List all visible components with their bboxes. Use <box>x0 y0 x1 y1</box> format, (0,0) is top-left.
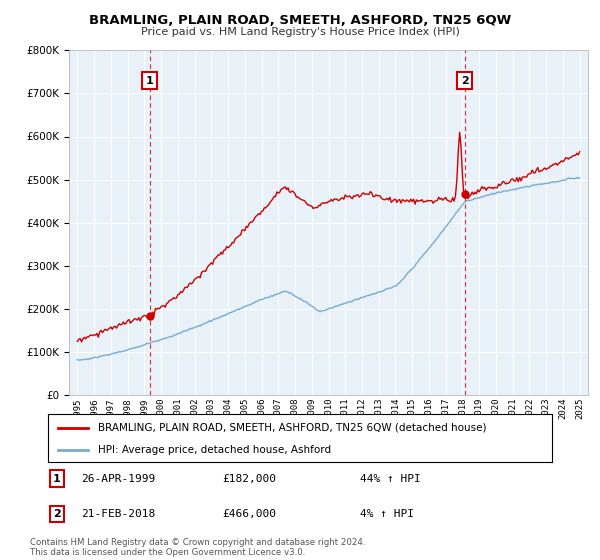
Text: 1: 1 <box>146 76 154 86</box>
Text: HPI: Average price, detached house, Ashford: HPI: Average price, detached house, Ashf… <box>98 445 332 455</box>
Text: 1: 1 <box>53 474 61 484</box>
Text: 26-APR-1999: 26-APR-1999 <box>81 474 155 484</box>
Text: Contains HM Land Registry data © Crown copyright and database right 2024.
This d: Contains HM Land Registry data © Crown c… <box>30 538 365 557</box>
Text: 2: 2 <box>53 509 61 519</box>
Text: BRAMLING, PLAIN ROAD, SMEETH, ASHFORD, TN25 6QW (detached house): BRAMLING, PLAIN ROAD, SMEETH, ASHFORD, T… <box>98 423 487 433</box>
Text: 44% ↑ HPI: 44% ↑ HPI <box>360 474 421 484</box>
Text: 2: 2 <box>461 76 469 86</box>
Text: BRAMLING, PLAIN ROAD, SMEETH, ASHFORD, TN25 6QW: BRAMLING, PLAIN ROAD, SMEETH, ASHFORD, T… <box>89 14 511 27</box>
Text: 21-FEB-2018: 21-FEB-2018 <box>81 509 155 519</box>
Text: £466,000: £466,000 <box>222 509 276 519</box>
Text: 4% ↑ HPI: 4% ↑ HPI <box>360 509 414 519</box>
Text: Price paid vs. HM Land Registry's House Price Index (HPI): Price paid vs. HM Land Registry's House … <box>140 27 460 37</box>
Text: £182,000: £182,000 <box>222 474 276 484</box>
